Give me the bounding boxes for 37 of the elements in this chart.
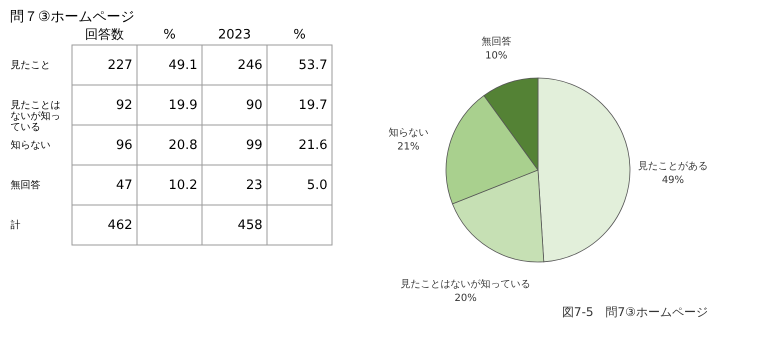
data-label: 21.6 (298, 138, 328, 153)
data-label: 19.7 (298, 98, 328, 113)
y-tick-label: 無回答 (10, 179, 40, 191)
y-tick-label: 知らない (10, 139, 50, 151)
data-label: 49.1 (168, 58, 198, 73)
slice-label: 知らない (388, 126, 428, 138)
data-label: 458 (238, 218, 262, 233)
data-label: 90 (246, 98, 262, 113)
data-label: 19.9 (168, 98, 198, 113)
data-label: 462 (108, 218, 132, 233)
data-label: 10.2 (168, 178, 198, 193)
data-label: 47 (116, 178, 132, 193)
data-label: 10% (485, 50, 508, 62)
slice-label: 見たことはないが知っている (400, 278, 531, 290)
x-tick-label: 2023 (218, 28, 252, 42)
y-tick-label: 見たこと (10, 60, 50, 71)
data-label: 20% (454, 292, 477, 304)
x-tick-label: % (163, 28, 176, 42)
slice-label: 無回答 (481, 36, 512, 48)
data-label: 20.8 (168, 138, 198, 153)
data-label: 49% (662, 174, 684, 186)
data-label: 53.7 (298, 58, 328, 73)
slice-label: 見たことがある (638, 160, 708, 172)
data-label: 99 (246, 138, 262, 153)
data-label: 5.0 (306, 178, 328, 193)
x-tick-label: 回答数 (85, 28, 124, 42)
data-label: 23 (246, 178, 262, 193)
data-label: 96 (116, 138, 132, 153)
data-label: 227 (108, 58, 132, 73)
x-tick-label: % (293, 28, 306, 42)
y-tick-label: 計 (10, 219, 20, 231)
chart-title: 問７③ホームページ (10, 9, 135, 25)
text: 図7-5 問7③ホームページ (562, 304, 708, 319)
data-label: 21% (397, 141, 420, 152)
data-label: 246 (238, 58, 262, 73)
data-label: 92 (116, 98, 132, 113)
y-tick-label: 見たことはないが知っている (10, 100, 60, 133)
